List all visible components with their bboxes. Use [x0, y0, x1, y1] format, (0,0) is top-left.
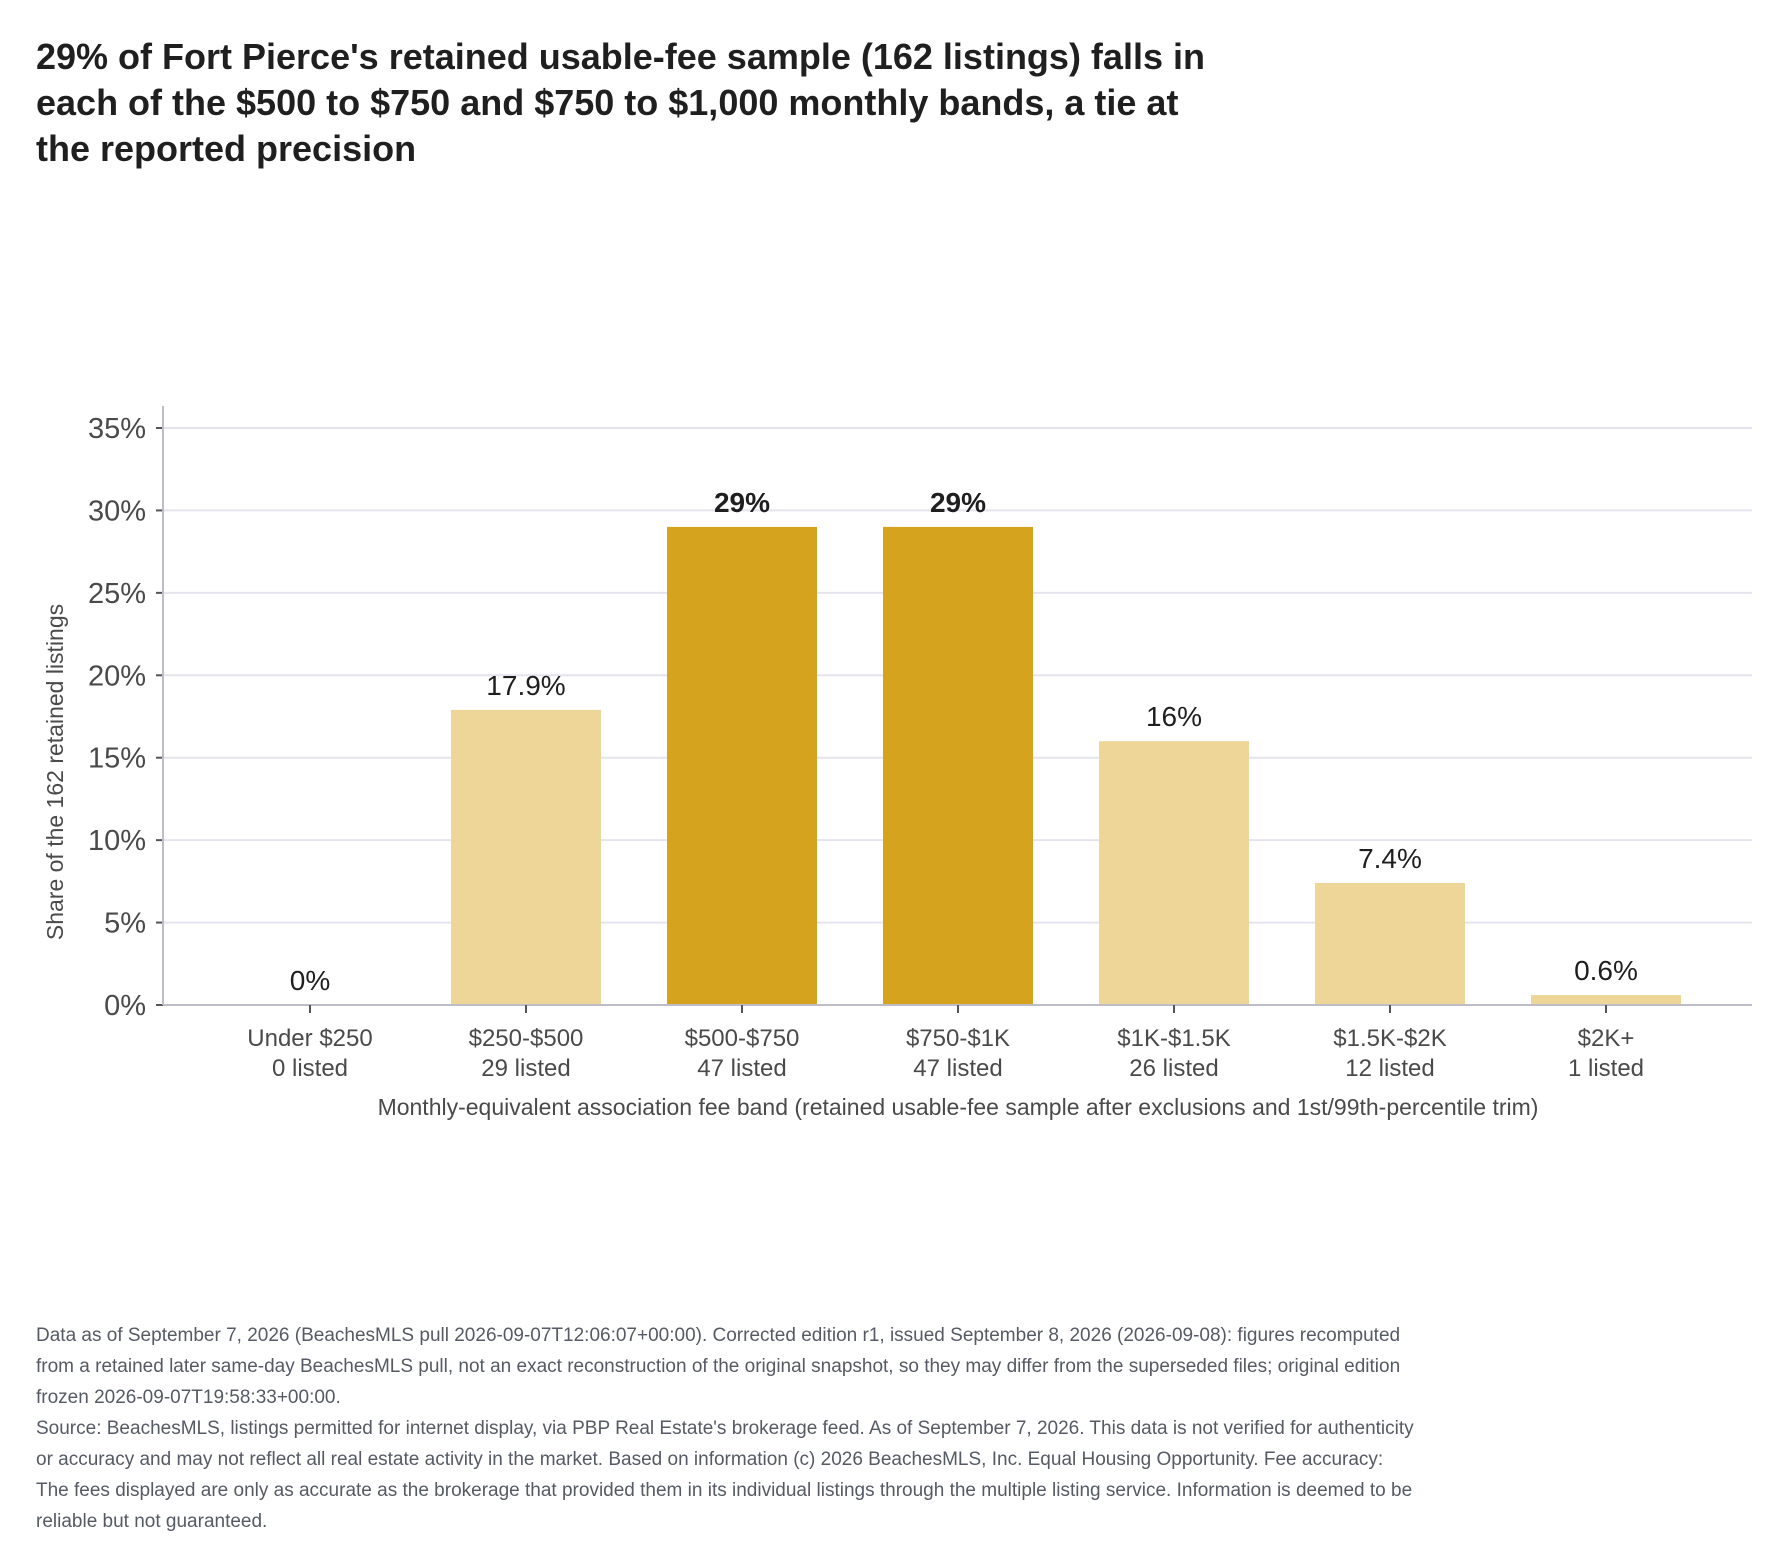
y-tick-label: 10%	[88, 825, 146, 857]
x-tick-count: 26 listed	[1129, 1055, 1218, 1082]
bar-4	[1099, 741, 1249, 1005]
x-tick-count: 29 listed	[481, 1055, 570, 1082]
x-tick-count: 12 listed	[1345, 1055, 1434, 1082]
bar-5	[1315, 883, 1465, 1005]
x-axis: Under $250 0 listed $250-$500 29 listed $500…	[163, 1004, 1752, 1082]
data-note: Data as of September 7, 2026 (BeachesMLS…	[36, 1325, 1401, 1408]
x-tick-count: 1 listed	[1568, 1055, 1644, 1082]
x-tick-label: $1K-$1.5K	[1117, 1025, 1230, 1052]
x-axis-title: Monthly-equivalent association fee band …	[378, 1094, 1539, 1120]
bar-value-label: 17.9%	[486, 670, 565, 701]
y-tick-label: 15%	[88, 743, 146, 775]
x-tick-label: $250-$500	[469, 1025, 584, 1052]
x-tick-label: $1.5K-$2K	[1333, 1025, 1446, 1052]
source-note: Source: BeachesMLS, listings permitted f…	[36, 1418, 1414, 1532]
bar-value-label: 16%	[1146, 701, 1202, 732]
y-tick-label: 35%	[88, 413, 146, 445]
y-tick-label: 25%	[88, 578, 146, 610]
y-tick-label: 30%	[88, 495, 146, 527]
x-tick-count: 47 listed	[913, 1055, 1002, 1082]
bar-value-label: 0.6%	[1574, 955, 1638, 986]
bar-chart: 0% 5% 10% 15% 20% 25% 30% 35% 0% 17.9% 29% 29% 16% 7…	[42, 406, 1752, 1120]
y-tick-label: 0%	[104, 990, 146, 1022]
x-tick-label: Under $250	[247, 1025, 372, 1052]
bar-value-label: 29%	[714, 487, 770, 518]
bar-1	[451, 709, 601, 1005]
bar-value-label: 0%	[290, 965, 330, 996]
footnotes: Data as of September 7, 2026 (BeachesMLS…	[36, 1320, 1416, 1537]
bars: 0% 17.9% 29% 29% 16% 7.4% 0.6%	[290, 487, 1681, 1005]
x-tick-label: $2K+	[1578, 1025, 1635, 1052]
x-tick-label: $750-$1K	[906, 1025, 1010, 1052]
y-axis-title: Share of the 162 retained listings	[42, 604, 68, 940]
bar-value-label: 29%	[930, 487, 986, 518]
chart-title: 29% of Fort Pierce's retained usable-fee…	[36, 36, 1205, 169]
bar-6	[1531, 995, 1681, 1005]
x-tick-count: 0 listed	[272, 1055, 348, 1082]
y-axis: 0% 5% 10% 15% 20% 25% 30% 35%	[88, 406, 164, 1022]
bar-2	[667, 526, 817, 1005]
x-tick-label: $500-$750	[685, 1025, 800, 1052]
y-tick-label: 20%	[88, 660, 146, 692]
y-tick-label: 5%	[104, 908, 146, 940]
bar-3	[883, 526, 1033, 1005]
bar-value-label: 7.4%	[1358, 843, 1422, 874]
x-tick-count: 47 listed	[697, 1055, 786, 1082]
